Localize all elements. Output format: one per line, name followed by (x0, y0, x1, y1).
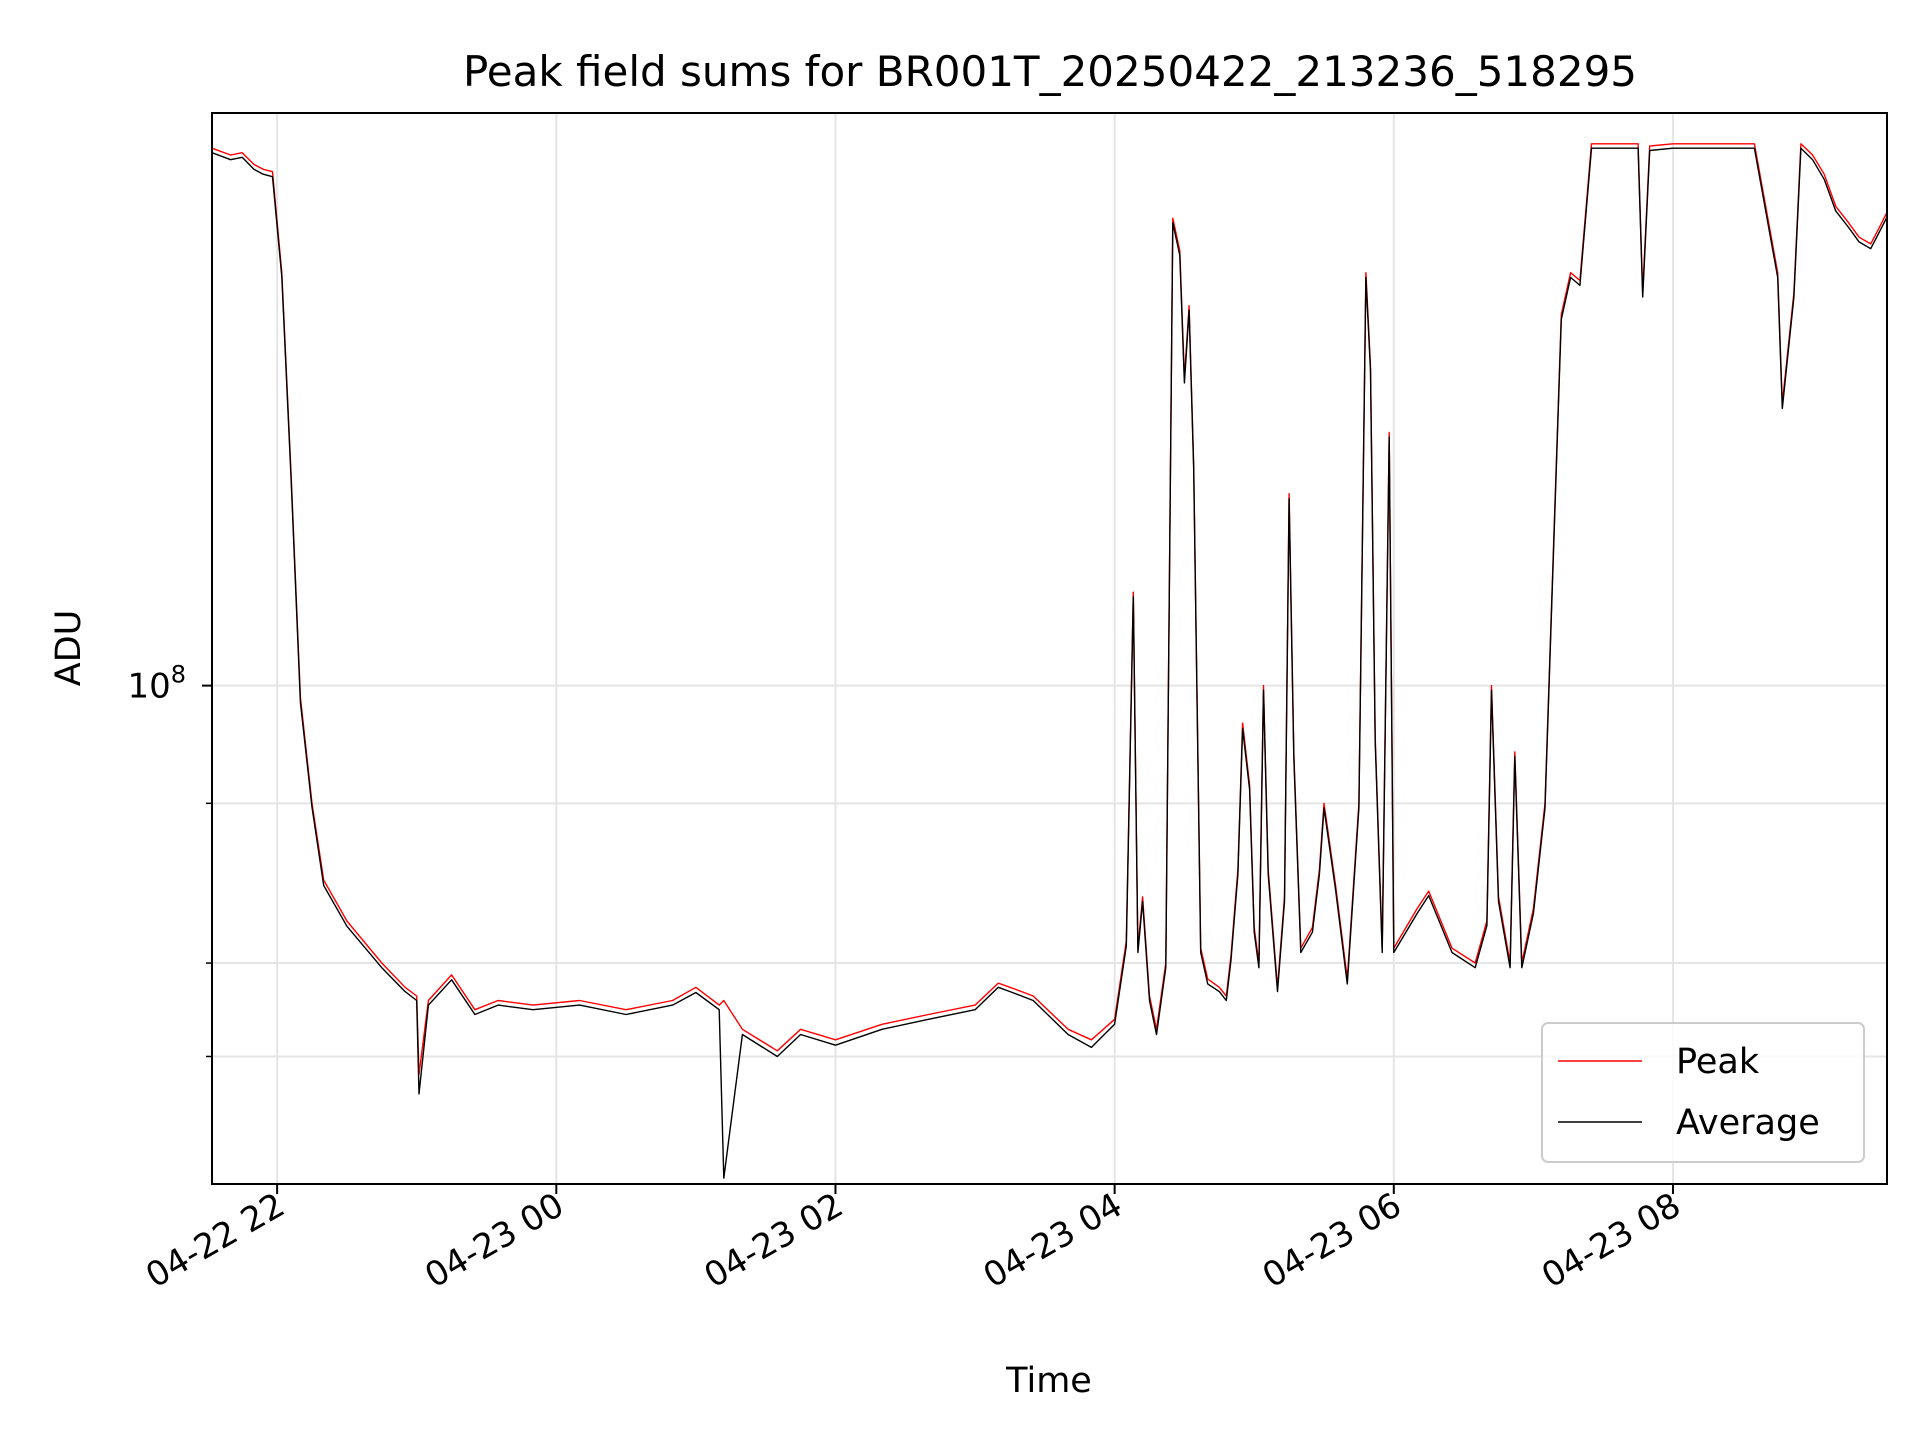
plot-area (211, 112, 1888, 1185)
legend-label-peak: Peak (1676, 1042, 1760, 1082)
series-line-average (211, 147, 1888, 1179)
legend-box (1541, 1022, 1865, 1163)
y-tick-label: 108 (127, 661, 186, 707)
chart-title: Peak field sums for BR001T_20250422_2132… (463, 47, 1637, 96)
plot-frame (211, 112, 1888, 1185)
y-axis-label: ADU (49, 610, 89, 687)
x-axis-label: Time (1005, 1361, 1092, 1401)
y-axis: 108 (127, 661, 212, 1058)
legend: Peak Average (1541, 1022, 1865, 1163)
legend-label-average: Average (1676, 1103, 1820, 1143)
series-lines (211, 143, 1888, 1179)
